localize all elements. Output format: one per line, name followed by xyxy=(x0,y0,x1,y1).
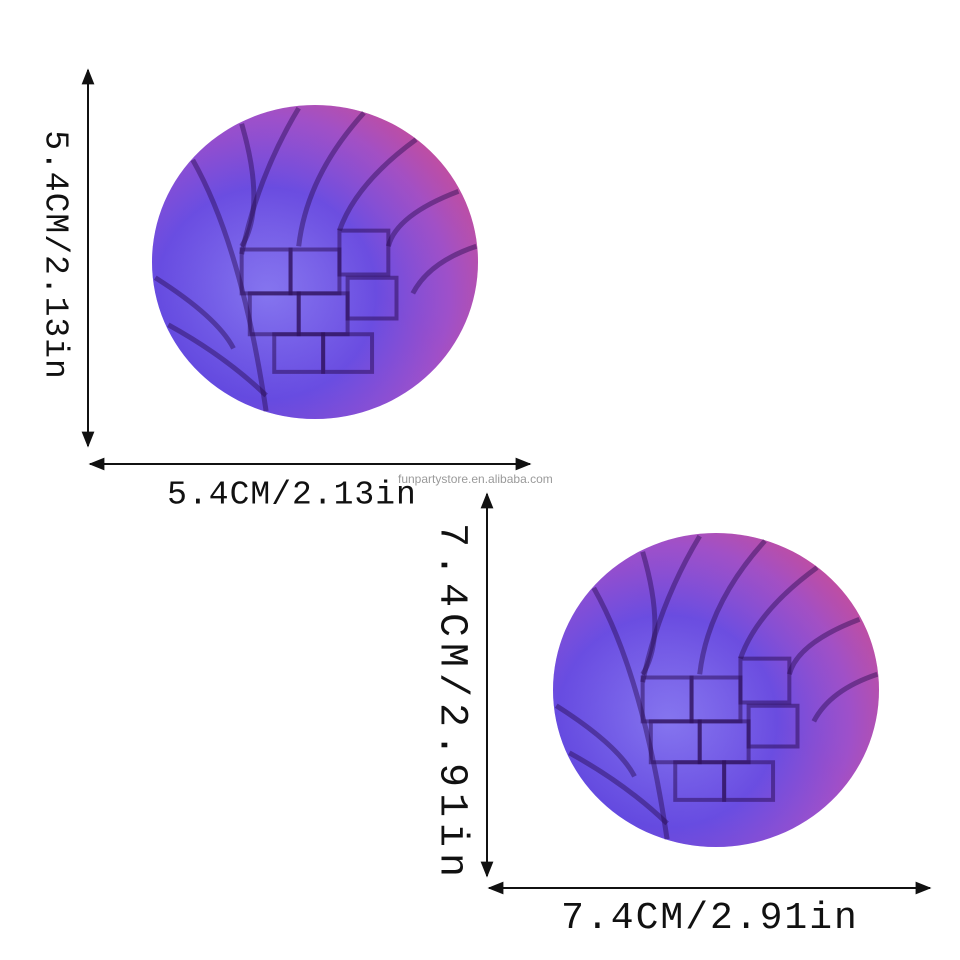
height-label: 7.4CM/2.91in xyxy=(428,523,473,883)
watermark: funpartystore.en.alibaba.com xyxy=(398,472,553,486)
large-ball xyxy=(553,533,879,847)
width-label: 7.4CM/2.91in xyxy=(561,897,859,940)
width-label: 5.4CM/2.13in xyxy=(167,477,417,514)
height-label: 5.4CM/2.13in xyxy=(36,130,73,380)
small-ball xyxy=(152,105,478,419)
